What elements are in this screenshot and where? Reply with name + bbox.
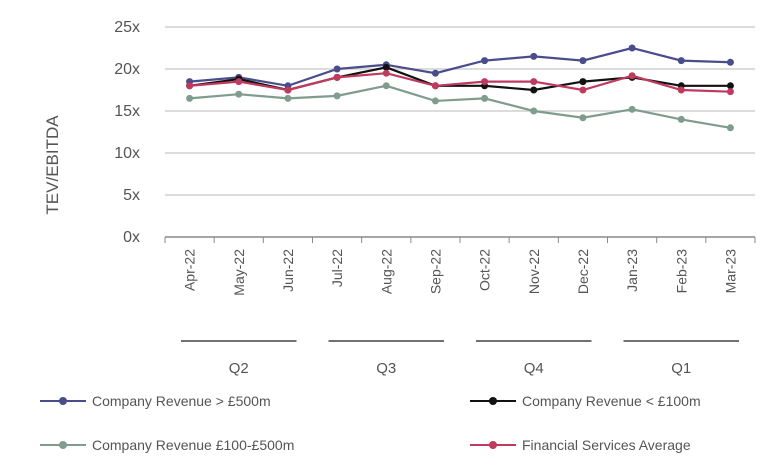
data-point [726,58,734,66]
data-point [726,124,734,132]
data-point [677,57,685,65]
data-point [284,94,292,102]
x-tick-label: Jun-22 [280,249,296,292]
data-point [579,86,587,94]
x-tick-label: Apr-22 [182,249,198,291]
series [186,44,734,90]
data-point [726,82,734,90]
x-tick-label: Dec-22 [575,249,591,294]
data-point [530,86,538,94]
x-axis [164,236,756,243]
x-tick-label: Sep-22 [427,249,443,294]
data-point [579,114,587,122]
data-point [235,90,243,98]
y-axis-label: TEV/EBITDA [43,115,62,215]
data-point [186,82,194,90]
series-line [189,72,731,93]
data-point [382,69,390,77]
series [186,82,734,132]
data-point [235,78,243,86]
data-point [628,44,636,52]
data-point [333,65,341,73]
data-point [481,94,489,102]
data-point [530,52,538,60]
data-point [284,86,292,94]
y-tick-label: 0x [123,229,140,246]
data-point [677,115,685,123]
x-tick-label: Mar-23 [722,249,738,294]
data-point [677,86,685,94]
data-point [186,94,194,102]
x-tick-label: May-22 [231,249,247,296]
data-point [530,78,538,86]
data-point [431,69,439,77]
data-point [333,92,341,100]
quarter-groups: Q2 Q3 Q4 Q1 [181,340,739,377]
series [186,69,734,96]
y-tick-label: 20x [114,61,140,78]
x-axis-ticks: Apr-22 May-22 Jun-22 Jul-22 Aug-22 Sep-22 Oct-… [182,249,739,296]
data-point [726,88,734,96]
y-tick-label: 25x [114,19,140,36]
x-tick-label: Jan-23 [624,249,640,292]
data-point [481,57,489,65]
x-tick-label: Jul-22 [329,249,345,287]
data-point [530,107,538,115]
data-point [333,73,341,81]
data-point [579,78,587,86]
series-line [189,84,731,129]
quarter-label: Q3 [376,360,396,377]
y-tick-label: 15x [114,103,140,120]
data-point [481,78,489,86]
data-point [382,63,390,71]
data-point [628,72,636,80]
quarter-label: Q2 [229,360,249,377]
quarter-label: Q4 [524,360,544,377]
data-point [382,82,390,90]
x-tick-label: Nov-22 [526,249,542,294]
x-tick-label: Oct-22 [477,249,493,291]
data-point [628,105,636,113]
data-point [431,97,439,105]
series-line [189,46,731,87]
x-tick-label: Aug-22 [378,249,394,294]
x-tick-label: Feb-23 [673,249,689,294]
y-tick-label: 5x [123,187,140,204]
y-tick-label: 10x [114,145,140,162]
data-point [579,57,587,65]
y-axis-ticks: 0x 5x 10x 15x 20x 25x [114,19,140,246]
series-lines [186,44,734,132]
gridlines [165,26,755,196]
quarter-label: Q1 [671,360,691,377]
data-point [431,82,439,90]
